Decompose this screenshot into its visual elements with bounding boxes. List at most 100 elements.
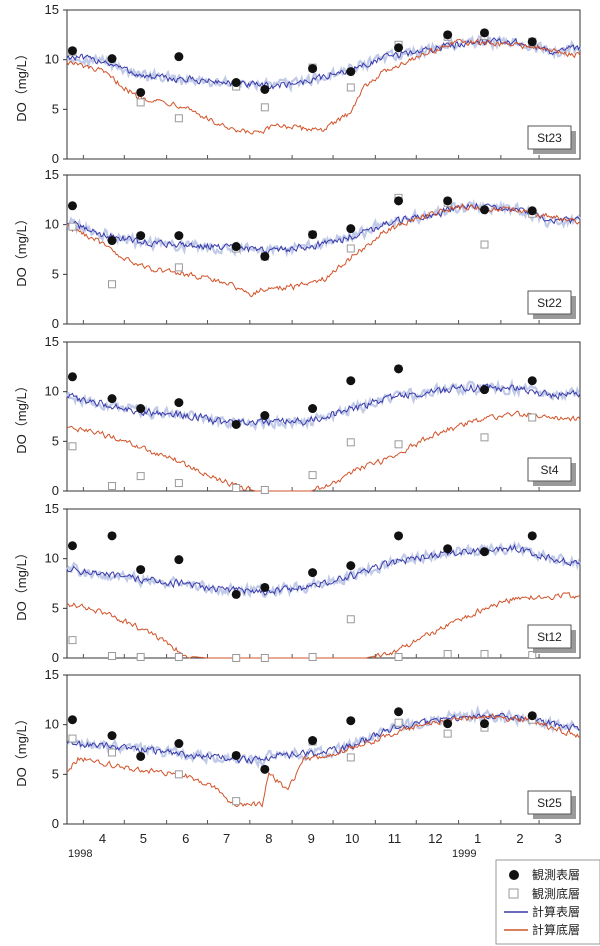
y-axis-label: DO（mg/L） bbox=[14, 712, 29, 786]
obs-surface-point bbox=[136, 751, 146, 761]
calc-surface-spread-line bbox=[66, 540, 582, 599]
obs-surface-point bbox=[67, 541, 77, 551]
x-tick-label: 1 bbox=[474, 831, 481, 846]
obs-surface-point bbox=[394, 196, 404, 206]
obs-surface-point bbox=[346, 716, 356, 726]
obs-bottom-point bbox=[346, 438, 355, 447]
plot-frame bbox=[66, 174, 581, 325]
obs-surface-point bbox=[308, 736, 318, 746]
y-tick-label: 15 bbox=[45, 667, 59, 682]
calc-bottom-line bbox=[66, 410, 581, 492]
obs-bottom-point bbox=[346, 753, 355, 762]
y-tick-label: 10 bbox=[45, 52, 59, 67]
obs-surface-point bbox=[231, 419, 241, 429]
obs-bottom-point bbox=[108, 652, 117, 661]
obs-bottom-point bbox=[174, 653, 183, 662]
obs-surface-point bbox=[67, 372, 77, 382]
obs-bottom-point bbox=[346, 83, 355, 92]
x-tick-label: 3 bbox=[555, 831, 562, 846]
obs-surface-point bbox=[527, 37, 537, 47]
obs-surface-point bbox=[260, 251, 270, 261]
station-label: St23 bbox=[537, 131, 562, 145]
obs-surface-point bbox=[346, 376, 356, 386]
obs-surface-point bbox=[107, 54, 117, 64]
panel-st25: 0 5 10 15 DO（mg/L） St25 bbox=[14, 667, 581, 831]
x-year-label: 1999 bbox=[452, 848, 476, 860]
legend-calc-surface-label: 計算表層 bbox=[532, 904, 580, 919]
obs-bottom-point bbox=[260, 654, 269, 662]
calc-surface-line bbox=[66, 543, 581, 596]
panel-st22: 0 5 10 15 DO（mg/L） St22 bbox=[14, 167, 582, 331]
x-year-label: 1998 bbox=[68, 848, 92, 860]
x-tick-label: 5 bbox=[140, 831, 147, 846]
calc-surface-spread-line bbox=[66, 198, 582, 258]
obs-surface-point bbox=[479, 385, 489, 395]
obs-surface-point bbox=[107, 236, 117, 246]
station-label: St25 bbox=[537, 796, 562, 810]
panel-st4: 0 5 10 15 DO（mg/L） St4 bbox=[14, 334, 581, 498]
obs-surface-point bbox=[260, 411, 270, 421]
y-tick-label: 10 bbox=[45, 384, 59, 399]
obs-surface-point bbox=[308, 64, 318, 74]
station-label-box bbox=[527, 624, 572, 649]
y-tick-label: 10 bbox=[45, 551, 59, 566]
obs-surface-point bbox=[67, 715, 77, 725]
obs-bottom-point bbox=[443, 729, 452, 738]
y-tick-label: 15 bbox=[45, 334, 59, 349]
obs-surface-point bbox=[479, 28, 489, 38]
y-tick-label: 15 bbox=[45, 167, 59, 182]
obs-surface-point bbox=[479, 205, 489, 215]
obs-bottom-point bbox=[68, 222, 77, 231]
obs-surface-point bbox=[308, 568, 318, 578]
obs-surface-point bbox=[136, 404, 146, 414]
y-tick-label: 15 bbox=[45, 2, 59, 17]
obs-bottom-point bbox=[136, 98, 145, 107]
obs-surface-point bbox=[174, 398, 184, 408]
y-tick-label: 5 bbox=[52, 766, 59, 781]
obs-bottom-point bbox=[232, 654, 241, 662]
y-axis-label: DO（mg/L） bbox=[14, 546, 29, 620]
obs-surface-point bbox=[107, 531, 117, 541]
x-tick-label: 12 bbox=[428, 831, 442, 846]
obs-bottom-point bbox=[108, 280, 117, 289]
legend-calc-bottom-label: 計算底層 bbox=[532, 922, 580, 937]
obs-surface-point bbox=[394, 364, 404, 374]
obs-surface-point bbox=[527, 711, 537, 721]
y-tick-label: 0 bbox=[52, 650, 59, 665]
obs-bottom-point bbox=[108, 482, 117, 491]
station-label-box bbox=[527, 457, 572, 482]
obs-surface-point bbox=[479, 547, 489, 557]
calc-surface-line bbox=[66, 383, 581, 427]
obs-bottom-point bbox=[394, 440, 403, 449]
obs-bottom-point bbox=[174, 263, 183, 272]
obs-surface-point bbox=[527, 376, 537, 386]
obs-bottom-point bbox=[394, 718, 403, 727]
calc-surface-line bbox=[66, 202, 581, 255]
station-label-box bbox=[527, 290, 572, 315]
y-tick-label: 5 bbox=[52, 600, 59, 615]
obs-surface-point bbox=[174, 555, 184, 565]
y-tick-label: 10 bbox=[45, 717, 59, 732]
obs-bottom-point bbox=[308, 471, 317, 480]
obs-surface-point bbox=[527, 531, 537, 541]
obs-surface-point bbox=[107, 394, 117, 404]
obs-bottom-point bbox=[174, 770, 183, 779]
obs-surface-point bbox=[394, 707, 404, 717]
obs-bottom-point bbox=[480, 650, 489, 659]
obs-bottom-point bbox=[68, 442, 77, 451]
y-tick-label: 5 bbox=[52, 433, 59, 448]
obs-surface-point bbox=[346, 561, 356, 571]
y-tick-label: 0 bbox=[52, 816, 59, 831]
station-label-box bbox=[527, 125, 572, 150]
obs-surface-point bbox=[231, 750, 241, 760]
legend: 観測表層 観測底層 計算表層 計算底層 bbox=[495, 859, 600, 945]
x-tick-label: 2 bbox=[516, 831, 523, 846]
obs-bottom-point bbox=[346, 244, 355, 253]
obs-surface-point bbox=[231, 78, 241, 88]
obs-surface-point bbox=[136, 87, 146, 97]
obs-surface-point bbox=[479, 719, 489, 729]
obs-bottom-point bbox=[443, 650, 452, 659]
obs-surface-point bbox=[260, 764, 270, 774]
calc-surface-spread-line bbox=[66, 34, 582, 94]
